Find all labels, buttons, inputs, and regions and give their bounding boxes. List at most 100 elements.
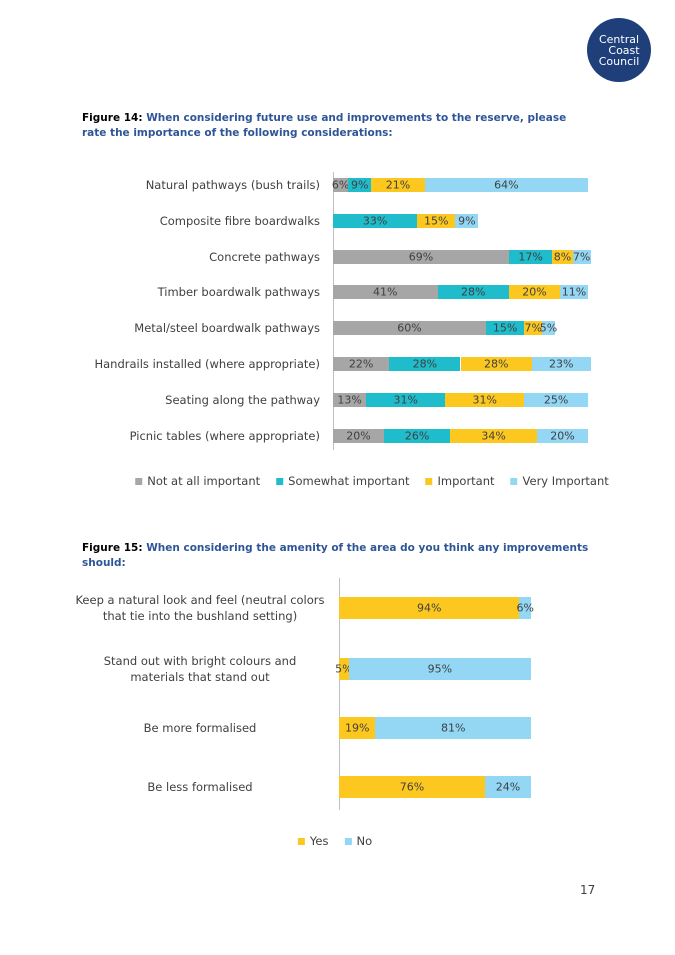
- data-label: 28%: [483, 357, 509, 371]
- bar-segment: [333, 285, 438, 299]
- bar-segment: [537, 429, 588, 443]
- figure-caption: Figure 14: When considering future use a…: [82, 111, 582, 141]
- legend-label: Yes: [309, 834, 329, 848]
- category-label: Natural pathways (bush trails): [145, 178, 320, 192]
- data-label: 28%: [412, 357, 438, 371]
- legend-label: Not at all important: [147, 474, 261, 488]
- bar-segment: [389, 357, 461, 371]
- axis-line: [339, 578, 340, 810]
- bar-segment: [559, 285, 588, 299]
- legend-swatch: [276, 477, 284, 485]
- bar-segment: [333, 178, 349, 192]
- bar-segment: [339, 717, 376, 739]
- bar-segment: [333, 250, 509, 264]
- data-label: 15%: [424, 214, 449, 228]
- category-label: Timber boardwalk pathways: [157, 285, 320, 299]
- bar-segment: [417, 214, 456, 228]
- bar-segment: [524, 393, 588, 407]
- bar-segment: [339, 776, 485, 798]
- category-label: Be less formalised: [147, 780, 253, 794]
- data-label: 23%: [548, 357, 574, 371]
- category-label: Handrails installed (where appropriate): [94, 357, 320, 371]
- bar-segment: [572, 250, 591, 264]
- legend-label: Somewhat important: [288, 474, 410, 488]
- data-label: 13%: [337, 393, 362, 407]
- figure-caption: Figure 15: When considering the amenity …: [82, 541, 602, 571]
- data-label: 69%: [408, 250, 434, 264]
- bar-segment: [450, 429, 537, 443]
- data-label: 31%: [393, 393, 418, 407]
- data-label: 11%: [561, 285, 587, 299]
- legend-swatch: [344, 837, 352, 845]
- bar-segment: [339, 597, 520, 619]
- data-label: 34%: [481, 429, 506, 443]
- bar-segment: [366, 393, 446, 407]
- data-label: 60%: [397, 321, 422, 335]
- page-number: 17: [580, 883, 596, 897]
- data-label: 6%: [516, 601, 534, 615]
- bar-segment: [445, 393, 525, 407]
- caption-text: When considering future use and improvem…: [82, 112, 567, 139]
- category-label: Metal/steel boardwalk pathways: [134, 321, 320, 335]
- data-label: 9%: [458, 214, 476, 228]
- legend: Not at all important Somewhat important Im…: [135, 474, 609, 488]
- legend: Yes No: [297, 834, 373, 848]
- data-label: 31%: [472, 393, 497, 407]
- data-label: 94%: [417, 601, 442, 615]
- axis-line: [333, 172, 334, 450]
- legend-swatch: [297, 837, 305, 845]
- data-label: 24%: [495, 780, 521, 794]
- data-label: 28%: [461, 285, 486, 299]
- data-label: 41%: [373, 285, 398, 299]
- logo-text: Central: [598, 32, 640, 46]
- data-label: 21%: [385, 178, 411, 192]
- figure-label: Figure 14:: [82, 112, 143, 124]
- data-label: 26%: [404, 429, 430, 443]
- data-label: 15%: [492, 321, 518, 335]
- data-label: 19%: [345, 721, 370, 735]
- data-label: 5%: [539, 321, 558, 335]
- logo-text: Council: [598, 54, 640, 68]
- bar-segment: [339, 658, 349, 680]
- legend-item: Somewhat important: [276, 474, 410, 488]
- bar-segment: [524, 321, 543, 335]
- bar-segment: [508, 250, 553, 264]
- bar-segment: [508, 285, 560, 299]
- bar-segment: [333, 357, 390, 371]
- data-label: 81%: [441, 721, 466, 735]
- bar-segment: [437, 285, 509, 299]
- bar-segment: [384, 429, 451, 443]
- bar-segment: [460, 357, 532, 371]
- legend-item: Very Important: [510, 474, 609, 488]
- data-label: 20%: [522, 285, 547, 299]
- legend-item: Yes: [297, 834, 329, 848]
- category-label: Be more formalised: [143, 721, 257, 735]
- logo: Central Coast Council: [587, 18, 651, 82]
- legend-label: No: [356, 834, 373, 848]
- category-label: Keep a natural look and feel (neutral co…: [75, 593, 325, 623]
- bar-segment: [348, 178, 372, 192]
- bar-segment: [371, 178, 425, 192]
- bar-segment: [348, 658, 531, 680]
- logo-text: Coast: [608, 43, 640, 57]
- legend-label: Important: [437, 474, 495, 488]
- legend-item: Not at all important: [135, 474, 260, 488]
- bar-segment: [333, 429, 384, 443]
- data-label: 22%: [348, 357, 374, 371]
- bar-segment: [333, 393, 367, 407]
- bar-segment: [484, 776, 531, 798]
- caption-text: When considering the amenity of the area…: [82, 542, 589, 569]
- data-label: 33%: [362, 214, 388, 228]
- bar-segment: [455, 214, 479, 228]
- data-label: 64%: [494, 178, 519, 192]
- legend-label: Very Important: [522, 474, 609, 488]
- data-label: 17%: [518, 250, 543, 264]
- bar-segment: [519, 597, 531, 619]
- bar-segment: [333, 321, 486, 335]
- category-label: Composite fibre boardwalks: [159, 214, 320, 228]
- legend-swatch: [510, 477, 518, 485]
- data-label: 6%: [331, 178, 350, 192]
- category-label: Seating along the pathway: [165, 393, 320, 407]
- data-label: 8%: [553, 250, 572, 264]
- category-label: Stand out with bright colours and materi…: [103, 654, 297, 684]
